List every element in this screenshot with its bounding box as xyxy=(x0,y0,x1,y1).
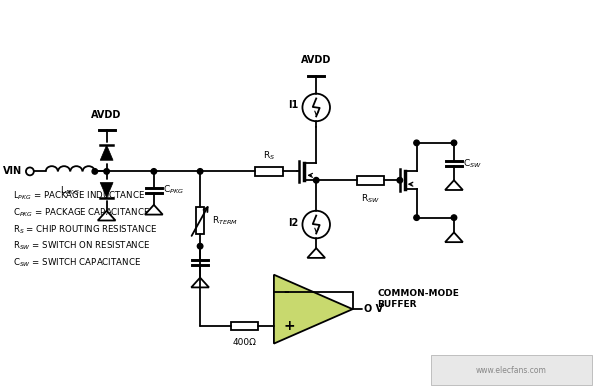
Text: R$_{TERM}$: R$_{TERM}$ xyxy=(212,214,238,227)
Text: L$_{PKG}$: L$_{PKG}$ xyxy=(61,184,80,197)
Text: -: - xyxy=(284,285,289,299)
Circle shape xyxy=(92,169,98,174)
Text: AVDD: AVDD xyxy=(301,55,331,65)
Text: C$_{SW}$: C$_{SW}$ xyxy=(463,157,482,170)
Bar xyxy=(255,167,283,176)
Text: C$_{PKG}$: C$_{PKG}$ xyxy=(163,184,184,196)
Text: O V: O V xyxy=(364,304,383,314)
Circle shape xyxy=(104,169,109,174)
Text: 400Ω: 400Ω xyxy=(232,338,256,347)
Text: COMMON-MODE
BUFFER: COMMON-MODE BUFFER xyxy=(377,289,459,308)
Circle shape xyxy=(414,140,419,145)
Bar xyxy=(356,176,384,185)
Text: L$_{PKG}$ = PACKAGE INDUCTANCE: L$_{PKG}$ = PACKAGE INDUCTANCE xyxy=(13,190,145,202)
Bar xyxy=(230,323,258,330)
Text: I1: I1 xyxy=(288,100,299,111)
Text: C$_{PKG}$ = PACKAGE CAPACITANCE: C$_{PKG}$ = PACKAGE CAPACITANCE xyxy=(13,206,150,219)
Text: www.elecfans.com: www.elecfans.com xyxy=(476,366,547,375)
Circle shape xyxy=(451,140,457,145)
Circle shape xyxy=(197,244,203,249)
Circle shape xyxy=(197,169,203,174)
Text: VIN: VIN xyxy=(3,167,22,176)
Circle shape xyxy=(313,178,319,183)
Text: C$_{SW}$ = SWITCH CAPACITANCE: C$_{SW}$ = SWITCH CAPACITANCE xyxy=(13,256,141,269)
Circle shape xyxy=(397,178,403,183)
Text: R$_S$: R$_S$ xyxy=(263,149,275,161)
Text: R$_{SW}$: R$_{SW}$ xyxy=(361,192,380,204)
Text: AVDD: AVDD xyxy=(91,110,122,120)
Circle shape xyxy=(451,215,457,221)
Circle shape xyxy=(414,215,419,221)
Bar xyxy=(196,207,204,234)
FancyBboxPatch shape xyxy=(431,355,592,385)
Polygon shape xyxy=(100,145,113,160)
Circle shape xyxy=(151,169,157,174)
Text: +: + xyxy=(284,319,295,334)
Polygon shape xyxy=(100,183,113,198)
Text: I2: I2 xyxy=(288,217,299,228)
Polygon shape xyxy=(274,275,353,344)
Text: R$_S$ = CHIP ROUTING RESISTANCE: R$_S$ = CHIP ROUTING RESISTANCE xyxy=(13,223,157,236)
Text: R$_{SW}$ = SWITCH ON RESISTANCE: R$_{SW}$ = SWITCH ON RESISTANCE xyxy=(13,240,151,253)
